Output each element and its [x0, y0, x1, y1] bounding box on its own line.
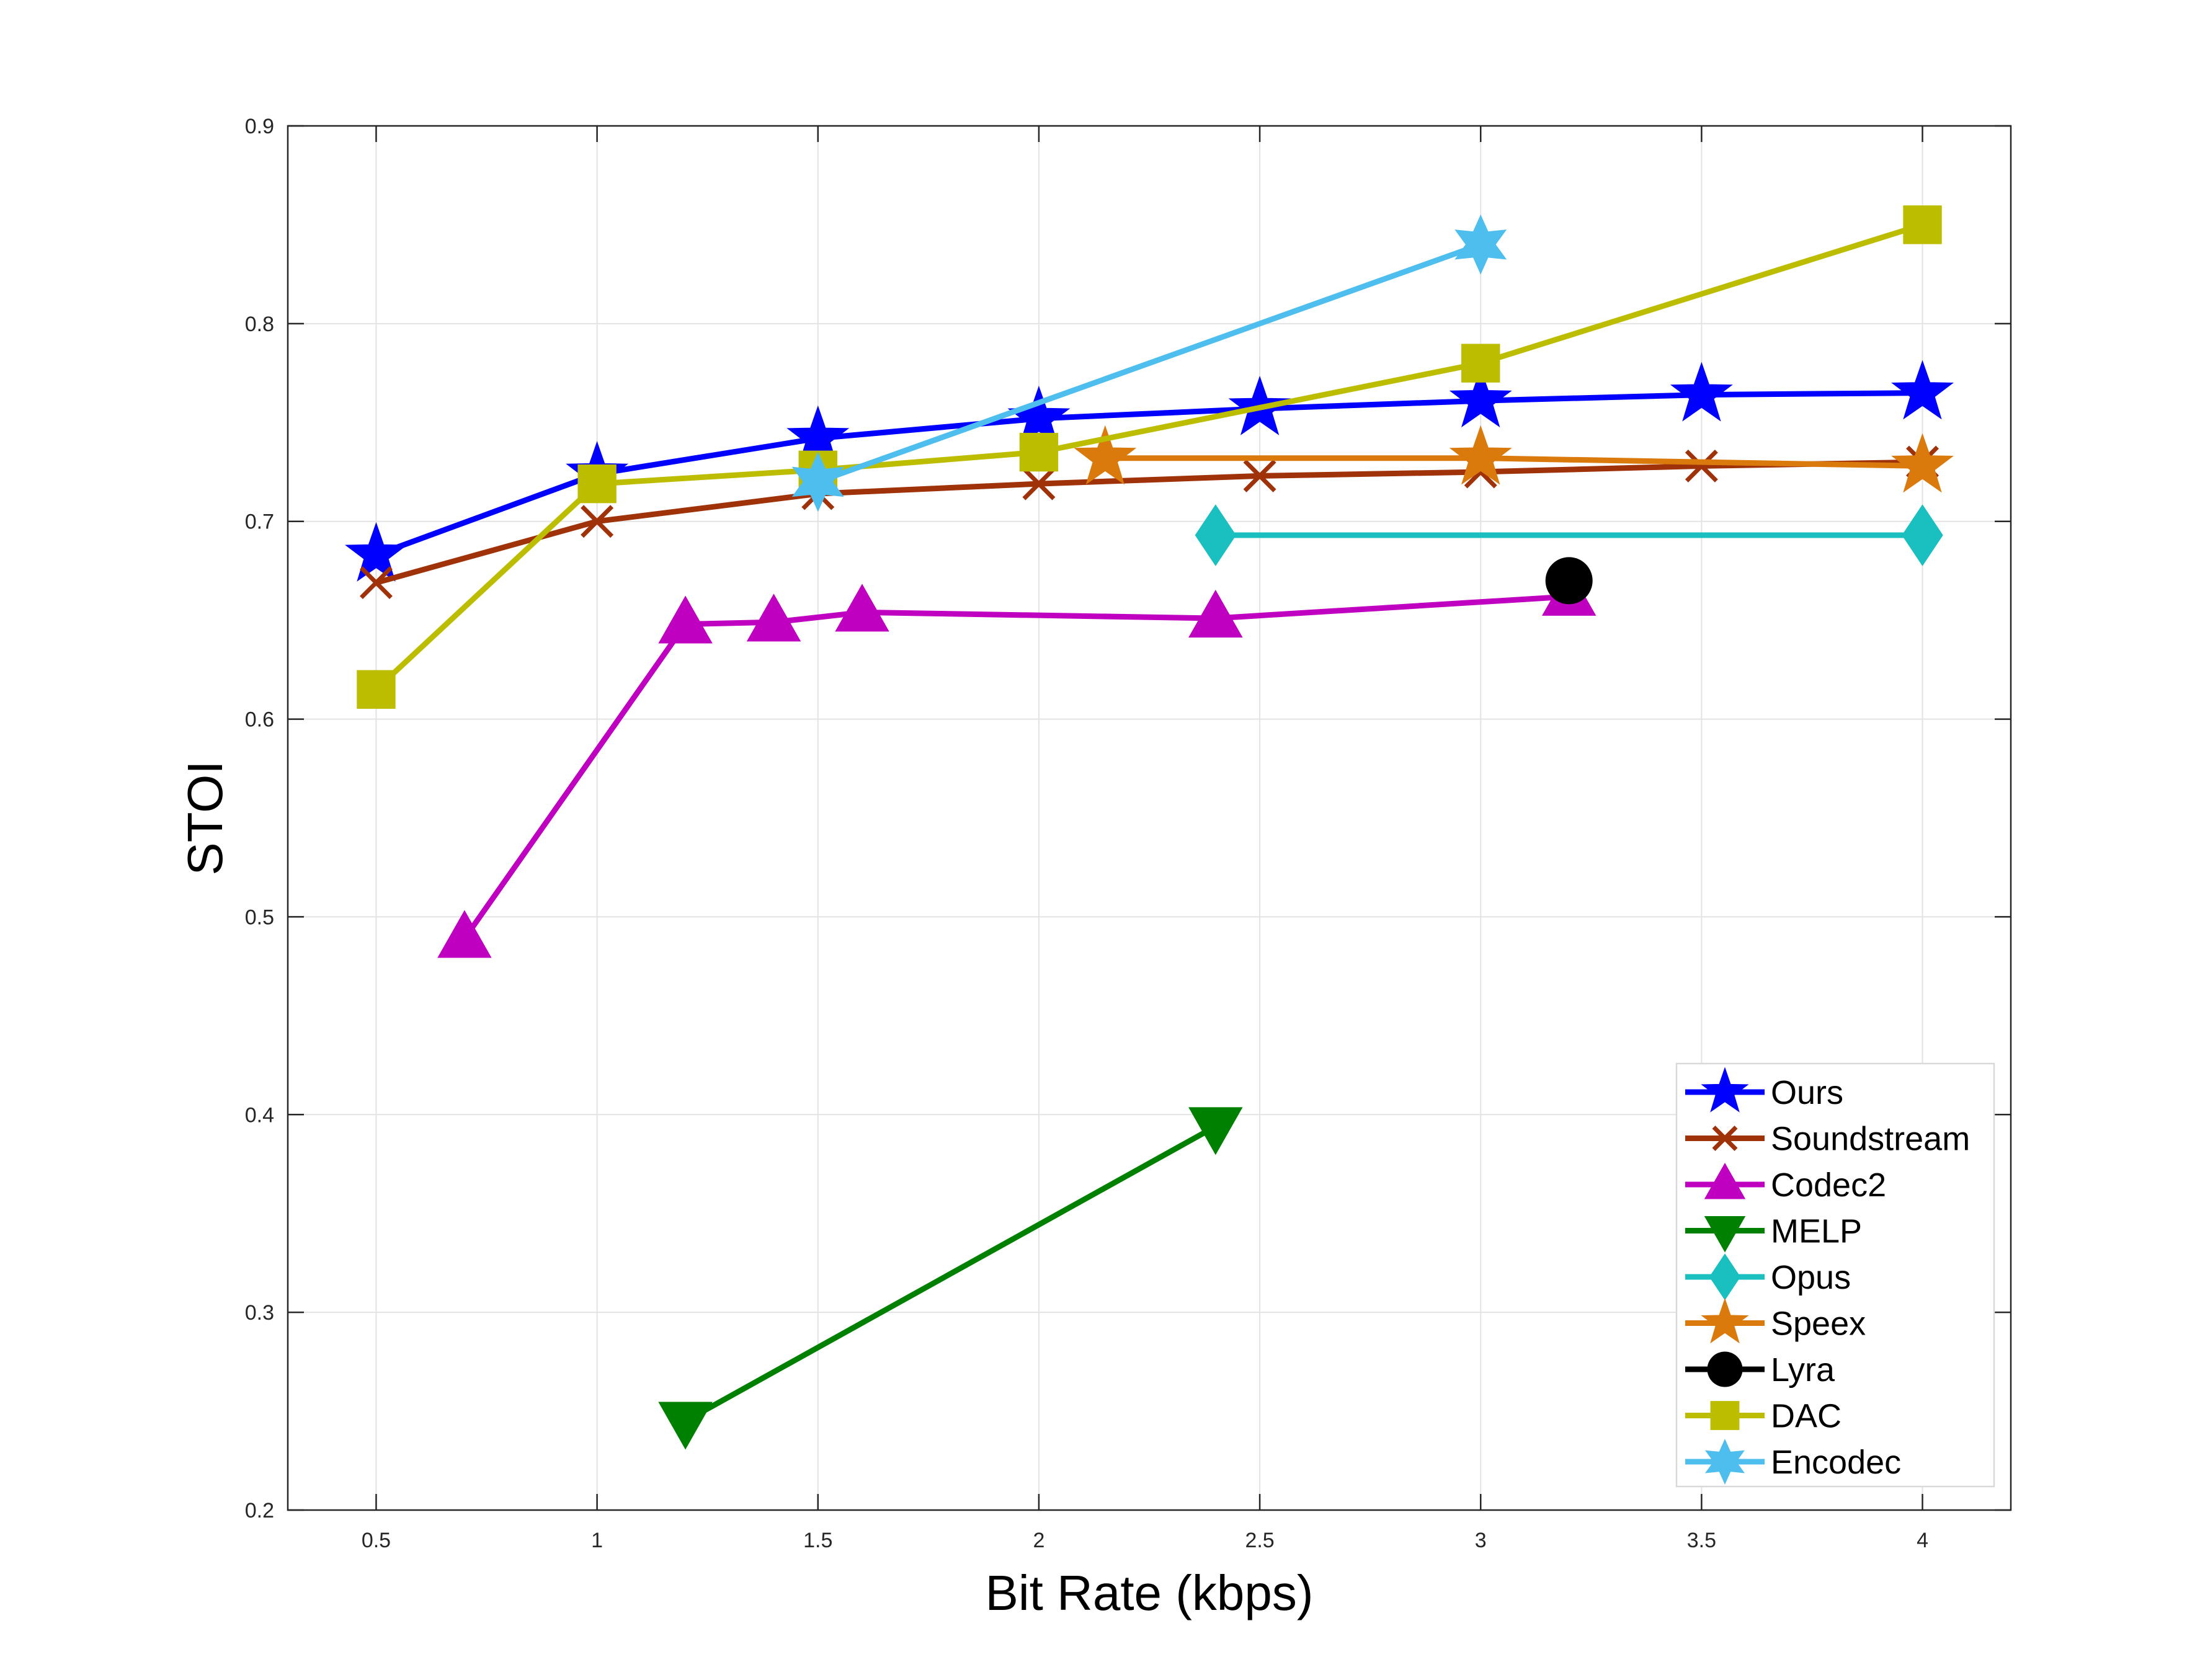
x-tick-label: 2.5 [1245, 1529, 1274, 1552]
soundstream-point [1243, 459, 1276, 492]
series-encodec [791, 214, 1507, 512]
soundstream-point [359, 566, 393, 600]
legend-label: Soundstream [1771, 1121, 1970, 1158]
legend-marker [1701, 1297, 1749, 1344]
x-tick-label: 4 [1917, 1529, 1928, 1552]
x-axis-title: Bit Rate (kbps) [985, 1565, 1313, 1620]
x-tick-label: 1 [591, 1529, 603, 1552]
codec2-point [658, 595, 713, 644]
legend-marker [1704, 1216, 1746, 1253]
legend-item-dac: DAC [1685, 1398, 1841, 1435]
legend-marker [1707, 1351, 1743, 1387]
encodec-point [1454, 214, 1507, 275]
opus-point [1902, 504, 1943, 566]
legend-marker [1704, 1162, 1746, 1199]
y-tick-label: 0.5 [245, 905, 274, 929]
y-tick-label: 0.4 [245, 1103, 274, 1127]
ours-point [1891, 360, 1954, 420]
legend-item-codec2: Codec2 [1685, 1162, 1886, 1204]
x-tick-label: 2 [1033, 1529, 1044, 1552]
codec2-point [1188, 589, 1243, 638]
opus-point [1195, 504, 1237, 566]
y-tick-label: 0.3 [245, 1301, 274, 1325]
dac-line [374, 222, 1923, 691]
soundstream-point [1685, 449, 1718, 482]
legend-item-lyra: Lyra [1685, 1351, 1835, 1389]
ours-point [345, 522, 407, 582]
legend-item-ours: Ours [1685, 1067, 1843, 1113]
series-melp [658, 1107, 1243, 1450]
melp-point [658, 1402, 713, 1450]
legend-item-melp: MELP [1685, 1213, 1862, 1253]
legend-label: Lyra [1771, 1351, 1835, 1389]
y-tick-label: 0.2 [245, 1499, 274, 1522]
dac-point [357, 670, 396, 709]
soundstream-line [375, 459, 1923, 585]
legend-label: Encodec [1771, 1444, 1901, 1481]
y-tick-label: 0.6 [245, 708, 274, 732]
legend-marker [1710, 1401, 1740, 1430]
legend-label: Ours [1771, 1074, 1843, 1111]
y-axis-title: STOI [177, 760, 233, 875]
legend-label: Opus [1771, 1259, 1851, 1296]
soundstream-point [581, 505, 614, 538]
legend-label: Speex [1771, 1305, 1866, 1343]
encodec-point [791, 451, 844, 512]
speex-point [1891, 433, 1954, 493]
series-opus [1195, 504, 1943, 566]
speex-point [1449, 425, 1512, 485]
legend-item-encodec: Encodec [1685, 1439, 1901, 1485]
dac-point [1461, 344, 1500, 383]
legend: Ours Soundstream Codec2 MELP Opus Speex Lyra DA… [1675, 1062, 1995, 1488]
legend-marker [1704, 1439, 1745, 1485]
lyra-point [1545, 557, 1593, 605]
ours-point [1670, 362, 1733, 422]
dac-point [1019, 432, 1059, 472]
legend-marker [1712, 1126, 1738, 1151]
x-tick-label: 3.5 [1687, 1529, 1716, 1552]
speex-point [1074, 425, 1137, 485]
series-speex [1074, 425, 1954, 493]
x-tick-label: 3 [1475, 1529, 1487, 1552]
x-tick-label: 0.5 [362, 1529, 391, 1552]
y-tick-label: 0.9 [245, 115, 274, 138]
legend-label: MELP [1771, 1213, 1862, 1250]
series-codec2 [437, 567, 1597, 958]
y-tick-label: 0.8 [245, 313, 274, 336]
legend-item-opus: Opus [1685, 1253, 1851, 1300]
legend-marker [1701, 1067, 1749, 1113]
ours-point [1449, 368, 1512, 428]
codec2-point [746, 593, 801, 642]
legend-label: DAC [1771, 1398, 1841, 1435]
melp-line [684, 1124, 1217, 1424]
melp-point [1188, 1107, 1243, 1155]
x-tick-label: 1.5 [803, 1529, 832, 1552]
codec2-point [835, 584, 889, 632]
soundstream-point [1022, 467, 1056, 500]
legend-label: Codec2 [1771, 1167, 1886, 1204]
codec2-point [437, 910, 492, 958]
ours-line [375, 390, 1923, 558]
dac-point [1903, 205, 1942, 244]
y-tick-label: 0.7 [245, 510, 274, 534]
codec2-line [462, 593, 1569, 941]
encodec-line [817, 242, 1482, 485]
series-group [345, 205, 1954, 1450]
legend-item-speex: Speex [1685, 1297, 1866, 1344]
plot-frame [287, 125, 2012, 1511]
series-lyra [1545, 557, 1593, 605]
dac-point [577, 464, 617, 504]
legend-item-soundstream: Soundstream [1685, 1121, 1970, 1158]
ticks: 0.5 1 1.5 2 2.5 3 3.5 4 0.2 0.3 0.4 0.5 0.6 0.7 0.8 0.9 [245, 115, 2011, 1552]
